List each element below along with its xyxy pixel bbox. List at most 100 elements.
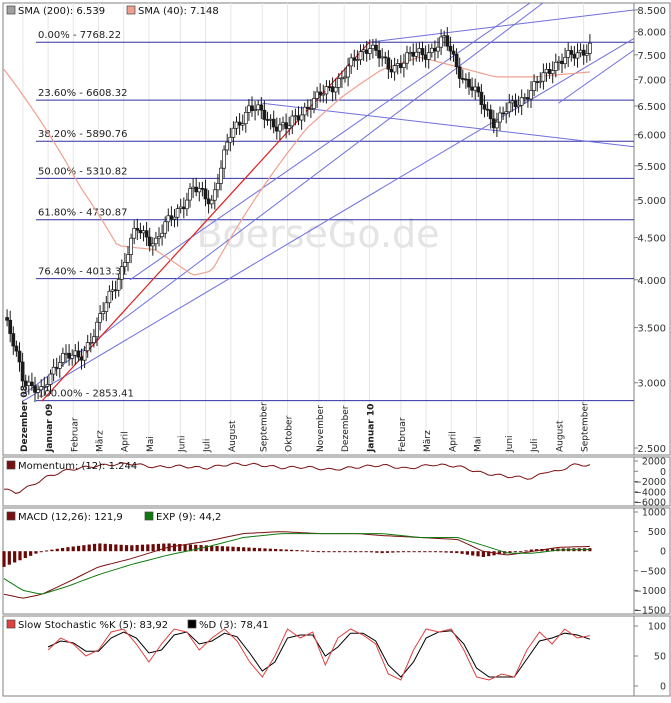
candle-body [166,215,171,223]
candle-body [243,112,248,125]
macd-histogram-bar [508,551,512,553]
macd-histogram-bar [66,547,70,552]
candle-body [14,345,19,352]
candle-body [113,289,118,292]
candle-body [172,216,177,220]
candle-body [129,237,133,255]
sma40-line [3,56,590,276]
candle-body [538,80,543,83]
candle-body [566,50,571,58]
candle-body [513,100,518,108]
candle-body [237,121,242,126]
macd-histogram-bar [60,547,65,552]
candle-body [501,112,505,115]
stochastic-ytick-label: 0 [660,682,666,693]
macd-histogram-bar [460,551,464,554]
candle-body [588,42,592,54]
legend-swatch [144,511,154,521]
candle-body [575,52,580,59]
candle-body [464,78,468,81]
candle-body [11,333,16,347]
candle-body [550,70,555,74]
macd-histogram-bar [428,551,432,553]
candle-body [553,61,558,71]
candle-body [206,198,211,205]
candle-body [377,50,381,59]
candle-body [405,52,409,64]
candle-body [8,319,13,334]
macd-histogram-bar [385,551,390,553]
macd-histogram-bar [412,551,416,553]
candle-body [212,189,217,201]
candle-body [336,78,341,88]
macd-histogram-bar [407,551,411,553]
candle-body [101,311,106,315]
candle-body [445,35,450,47]
candle-body [420,48,425,56]
macd-ytick-label: −1500 [634,606,666,617]
candle-body [98,313,102,323]
candle-body [299,114,304,121]
candle-body [321,93,326,96]
candle-body [488,109,493,120]
candle-body [157,236,161,239]
macd-histogram-bar [471,551,475,556]
macd-histogram-bar [529,549,533,552]
candle-body [504,111,509,114]
candle-body [398,63,403,68]
price-ytick-label: 5.000 [637,196,666,207]
x-axis-label: August [228,420,238,452]
macd-ytick-label: −500 [640,566,666,577]
x-axis-label: Juli [203,439,213,453]
candle-body [535,81,540,83]
candle-body [85,342,90,352]
legend-label: Momentum: (12): 1.244 [18,461,137,472]
price-ytick-label: 6.000 [637,131,666,142]
candle-body [411,51,416,57]
macd-histogram-bar [82,545,86,552]
x-axis-label: Dezember 08 [20,385,30,452]
candle-body [367,48,372,54]
macd-histogram-bar [337,551,342,553]
candle-body [442,35,447,38]
candle-body [333,86,338,93]
candle-body [569,50,574,55]
candle-body [200,188,205,190]
macd-histogram-bar [279,549,283,552]
candle-body [95,321,99,338]
candle-body [361,49,366,53]
candle-body [203,188,208,200]
x-axis-label: Juli [530,439,540,453]
candle-body [340,77,344,80]
candle-body [578,49,583,54]
macd-histogram-bar [455,551,459,554]
candle-body [271,118,276,128]
macd-histogram-bar [92,543,97,552]
legend-swatch [187,619,197,629]
macd-histogram-bar [13,551,17,563]
macd-histogram-bar [130,545,134,552]
candle-body [349,57,354,67]
price-ytick-label: 3.500 [637,324,666,335]
candle-body [123,262,127,267]
x-axis-label: September [581,402,591,452]
macd-histogram-bar [194,544,198,552]
candle-body [138,229,143,234]
candle-body [281,122,285,126]
macd-histogram-bar [247,547,251,552]
macd-histogram-bar [359,551,363,553]
macd-histogram-bar [204,545,209,552]
macd-histogram-bar [87,544,91,552]
macd-histogram-bar [263,548,267,552]
candle-body [73,350,78,356]
x-axis-label: Juni [177,435,187,453]
macd-histogram-bar [375,551,379,553]
macd-histogram-bar [156,543,161,552]
candle-body [154,237,158,245]
legend-label: %D (3): 78,41 [199,620,269,631]
candle-body [312,98,316,109]
trend-line-blue [262,102,634,148]
candle-body [495,121,499,129]
price-ytick-label: 7.000 [637,75,666,86]
